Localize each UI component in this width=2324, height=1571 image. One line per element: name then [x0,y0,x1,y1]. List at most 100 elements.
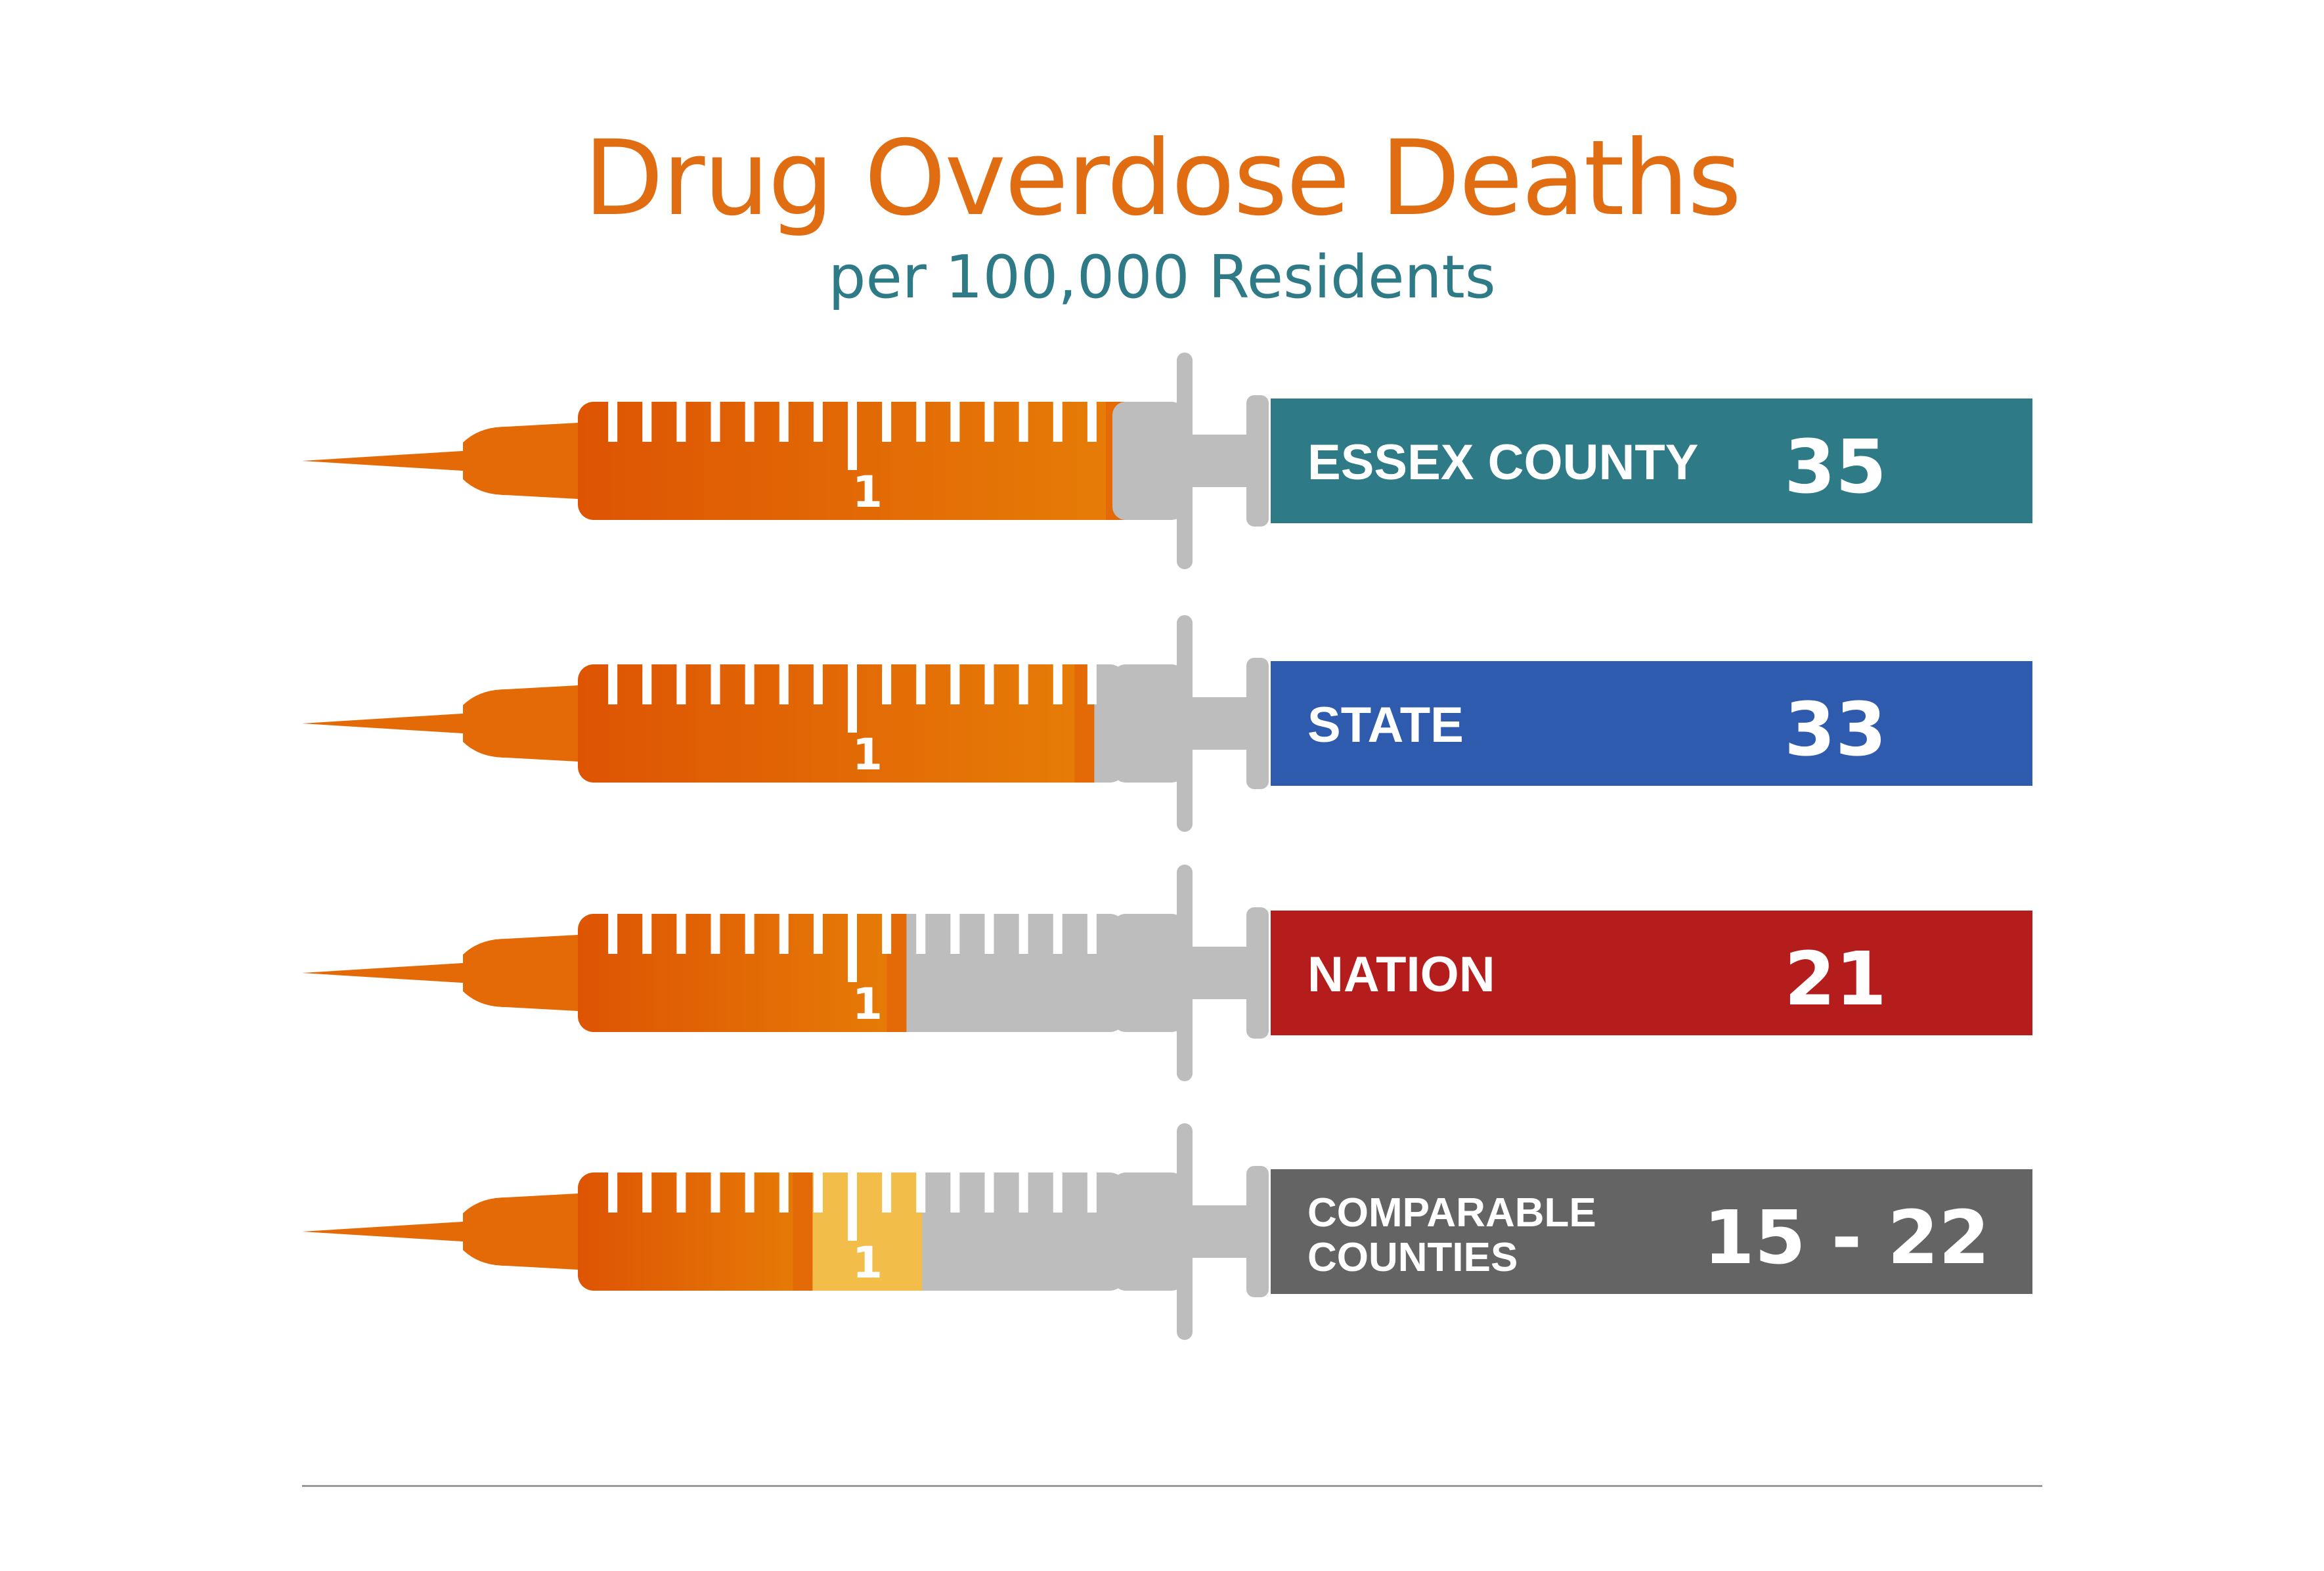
scale-tick [1087,1172,1097,1213]
scale-tick [848,913,857,982]
bar-value [578,914,907,1032]
scale-tick [711,664,720,704]
scale-tick [1087,401,1097,442]
scale-tick [882,913,892,954]
scale-tick [1053,664,1063,704]
scale-tick [642,913,652,954]
scale-tick [608,664,618,704]
scale-tick [950,1172,960,1213]
scale-tick [608,913,618,954]
scale-tick [984,401,994,442]
scale-tick [745,1172,755,1213]
syringe-neck [1112,402,1185,520]
scale-tick [779,913,789,954]
scale-label: 1 [852,1237,883,1288]
scale-tick [916,913,926,954]
syringe-hub [463,685,578,762]
category-band [1271,661,2032,786]
scale-tick [813,1172,823,1213]
syringe-needle [302,962,473,983]
syringe-row: 12STATE33 [302,615,2032,832]
scale-tick [779,1172,789,1213]
scale-tick [882,664,892,704]
scale-tick [1019,913,1028,954]
scale-label: 1 [852,979,883,1029]
scale-tick [711,401,720,442]
scale-tick [779,664,789,704]
scale-tick [1087,913,1097,954]
syringe-flange [1177,615,1193,832]
scale-tick [950,401,960,442]
syringe-flange [1177,865,1193,1081]
value-label: 21 [1784,937,1887,1022]
syringe-needle [302,1221,473,1242]
plunger-thumb [1246,395,1269,527]
category-label: STATE [1307,697,1464,753]
scale-tick [745,664,755,704]
scale-tick [813,913,823,954]
chart-subtitle: per 100,000 Residents [828,243,1496,312]
scale-tick [1053,1172,1063,1213]
bottom-divider [302,1485,2042,1487]
syringe-flange [1177,353,1193,569]
scale-tick [984,913,994,954]
value-label: 35 [1784,425,1887,510]
scale-tick [813,664,823,704]
scale-tick [916,1172,926,1213]
scale-label: 1 [852,467,883,517]
scale-tick [1053,401,1063,442]
scale-tick [676,913,686,954]
chart-title: Drug Overdose Deaths [583,118,1742,239]
syringe-neck [1112,1173,1185,1291]
bar-value-edge [793,1173,813,1291]
syringe-needle [302,450,473,471]
plunger-rod [1193,947,1252,999]
category-label: COMPARABLE COUNTIES [1307,1190,1596,1280]
scale-tick [1053,913,1063,954]
scale-tick [882,1172,892,1213]
syringe-needle [302,713,473,734]
scale-tick [642,664,652,704]
category-band [1271,1169,2032,1294]
plunger-rod [1193,697,1252,750]
syringe-flange [1177,1123,1193,1340]
scale-tick [608,1172,618,1213]
scale-tick [779,401,789,442]
scale-tick [676,1172,686,1213]
plunger-rod [1193,1205,1252,1258]
plunger-thumb [1246,907,1269,1039]
scale-tick [642,1172,652,1213]
syringe-neck [1112,914,1185,1032]
scale-tick [1019,664,1028,704]
scale-tick [1019,401,1028,442]
scale-tick [608,401,618,442]
syringe-row: 12NATION21 [302,865,2032,1081]
scale-tick [813,401,823,442]
plunger-rod [1193,435,1252,487]
syringe-row: 12COMPARABLECOUNTIES15 - 22 [302,1123,2032,1340]
scale-tick [848,401,857,470]
bar-range [812,1173,923,1291]
scale-tick [950,664,960,704]
scale-tick [848,1172,857,1241]
scale-tick [848,664,857,733]
scale-tick [882,401,892,442]
scale-tick [745,913,755,954]
plunger-thumb [1246,1166,1269,1297]
value-label: 15 - 22 [1703,1195,1990,1281]
category-label: ESSEX COUNTY [1307,435,1698,490]
scale-tick [711,913,720,954]
category-band [1271,398,2032,523]
scale-tick [676,401,686,442]
value-label: 33 [1784,687,1887,773]
plunger-thumb [1246,658,1269,789]
scale-tick [745,401,755,442]
scale-tick [642,401,652,442]
scale-tick [1087,664,1097,704]
scale-tick [711,1172,720,1213]
scale-tick [984,664,994,704]
scale-tick [984,1172,994,1213]
bar-value [578,664,1095,783]
